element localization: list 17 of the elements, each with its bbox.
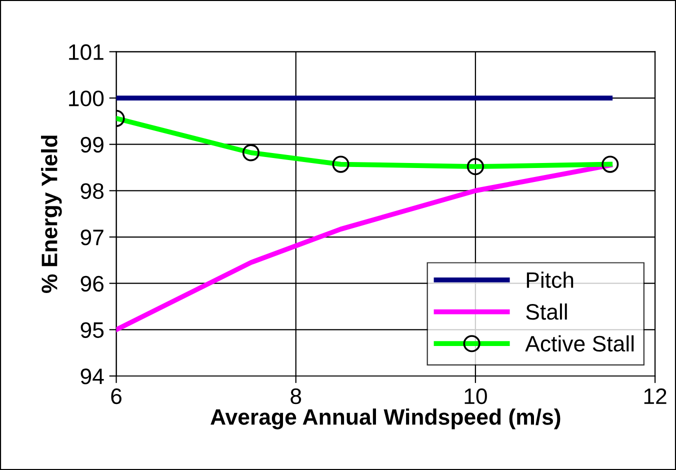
y-tick-label: 96 xyxy=(80,276,104,292)
y-axis-title: % Energy Yield xyxy=(41,136,62,293)
y-tick-label: 99 xyxy=(80,136,104,153)
x-tick-label: 10 xyxy=(464,388,487,404)
y-tick-label: 95 xyxy=(80,322,104,338)
y-tick-label: 100 xyxy=(69,90,104,106)
y-tick-label: 94 xyxy=(80,368,104,384)
legend-label: Pitch xyxy=(526,272,574,288)
y-tick-label: 98 xyxy=(80,183,104,199)
x-tick-label: 8 xyxy=(290,388,302,404)
y-tick-label: 97 xyxy=(80,230,104,246)
x-tick-label: 12 xyxy=(644,388,666,404)
x-axis-title: Average Annual Windspeed (m/s) xyxy=(210,408,560,430)
legend-label: Stall xyxy=(526,303,567,320)
legend-label: Active Stall xyxy=(525,335,634,352)
x-tick-label: 6 xyxy=(111,388,122,404)
y-tick-label: 101 xyxy=(69,44,104,60)
